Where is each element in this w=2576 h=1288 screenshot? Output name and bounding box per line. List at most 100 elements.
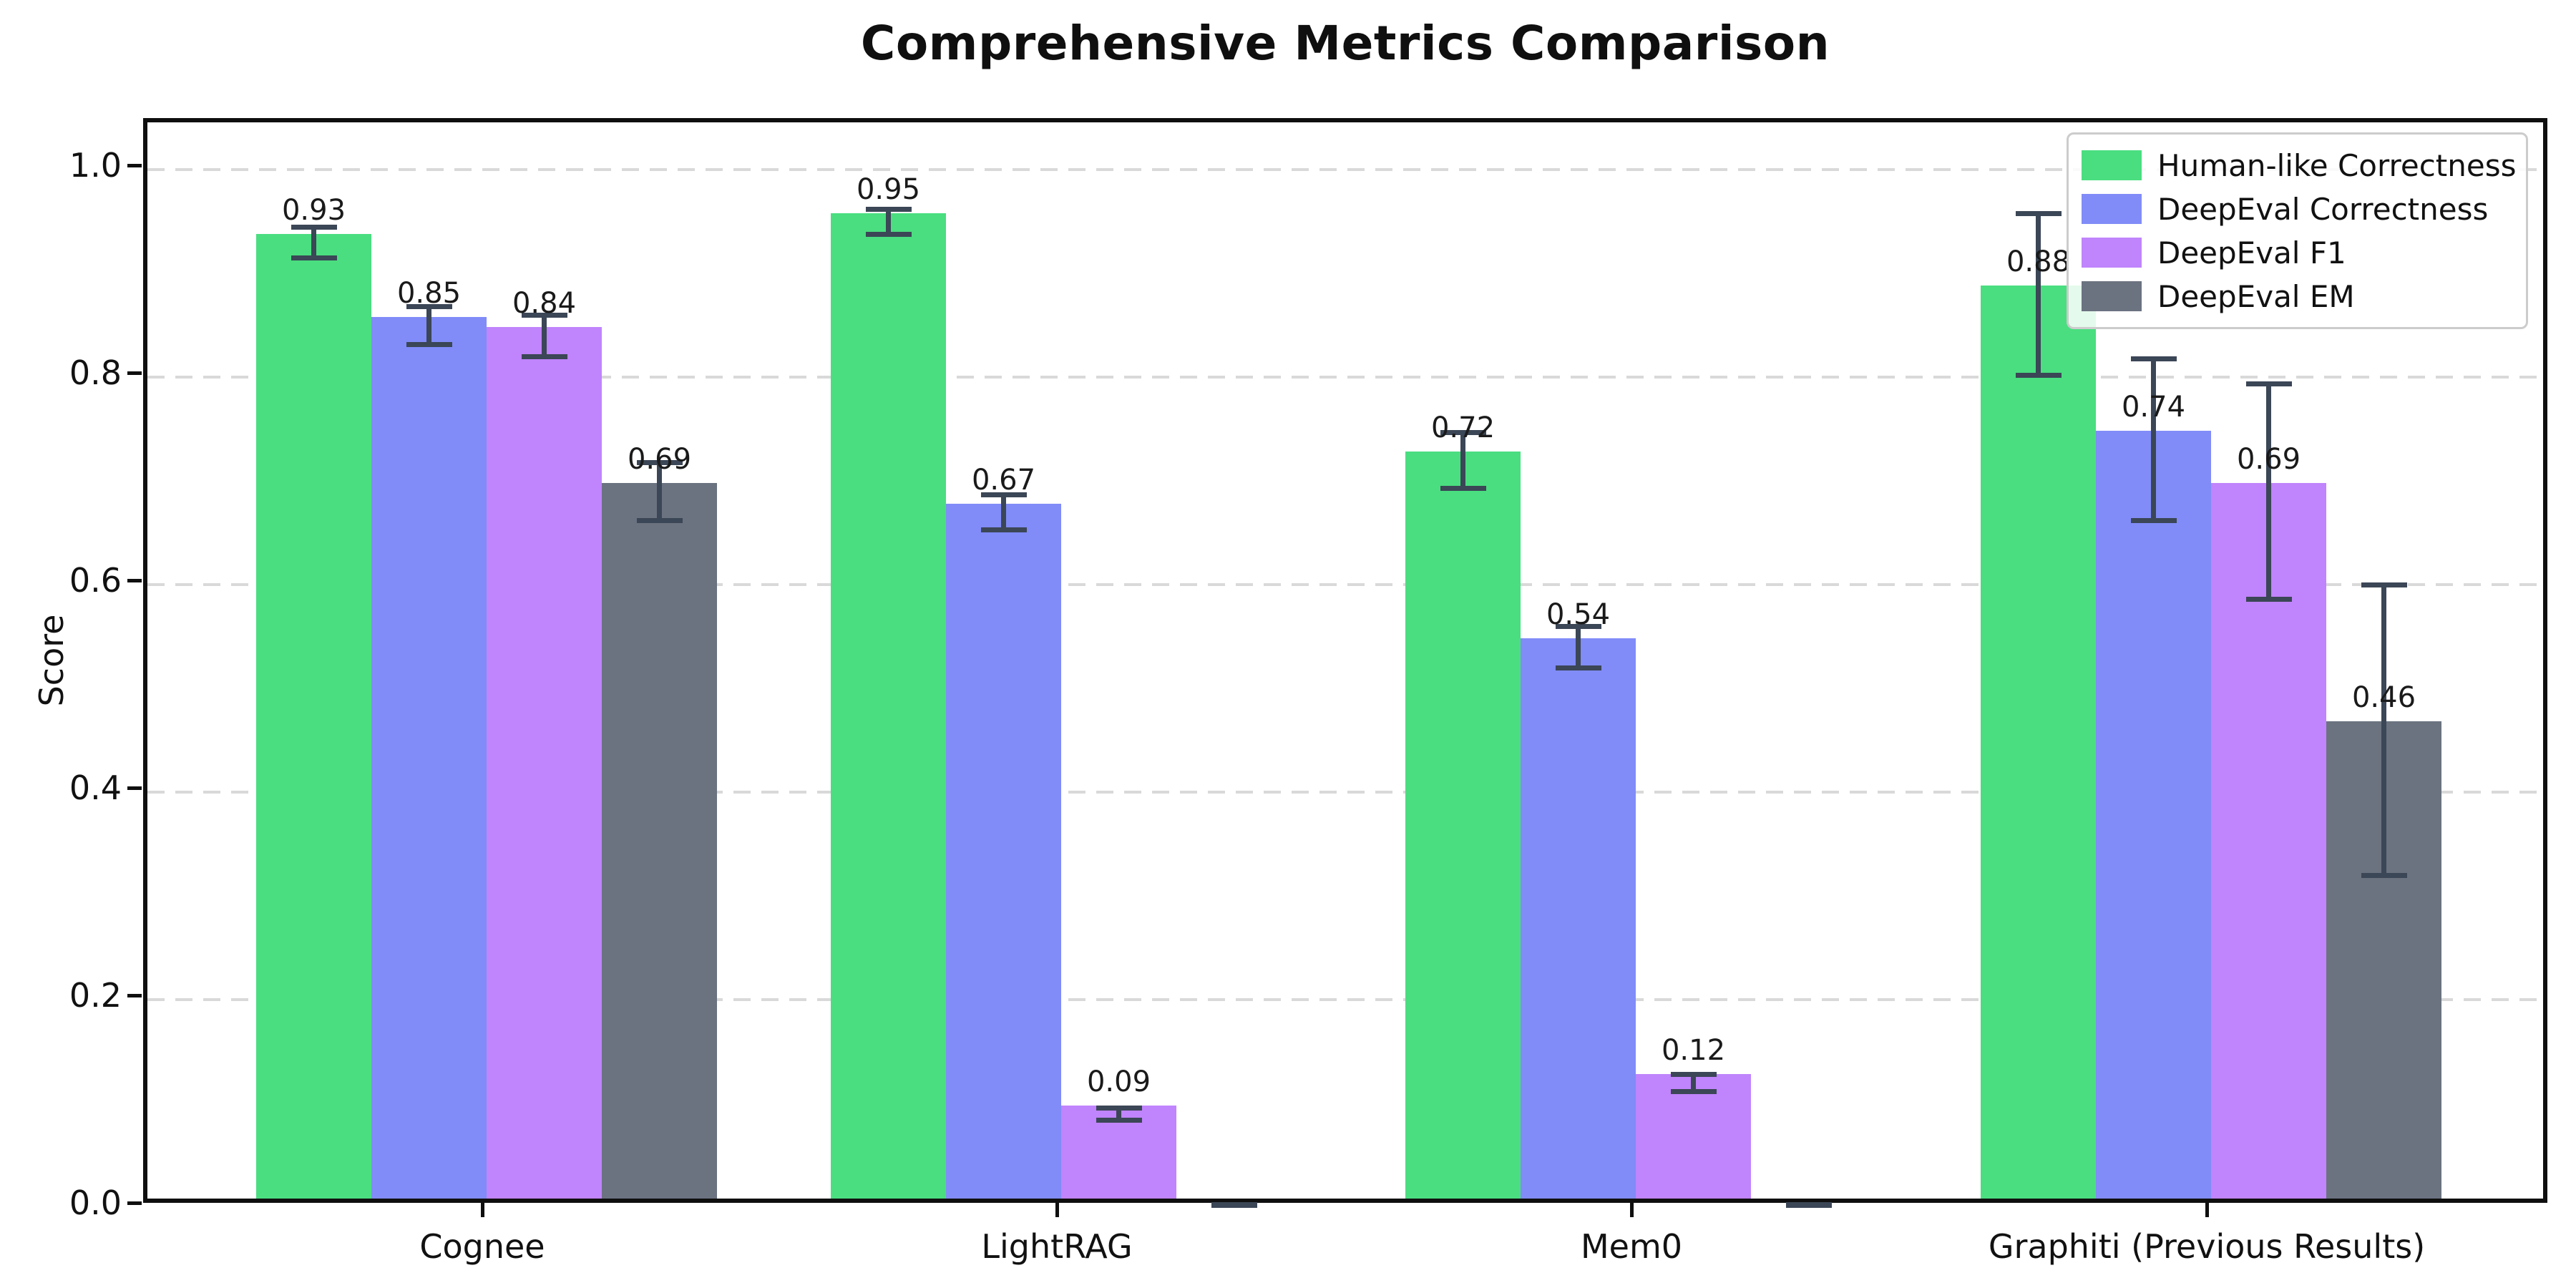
error-bar: [2036, 213, 2041, 376]
grid-line: [147, 791, 2543, 794]
bar-value-label: 0.93: [281, 193, 346, 227]
bar: [487, 327, 602, 1199]
y-axis-label: Score: [32, 614, 71, 707]
x-tick-label: Graphiti (Previous Results): [1988, 1227, 2426, 1266]
x-tick-mark: [481, 1203, 484, 1217]
y-tick-label: 0.4: [69, 769, 122, 807]
legend-swatch: [2082, 150, 2142, 180]
error-bar: [2151, 358, 2156, 521]
x-tick-label: Cognee: [419, 1227, 545, 1266]
x-tick-label: LightRAG: [981, 1227, 1133, 1266]
error-bar-cap-top: [980, 492, 1027, 497]
bar-value-label: 0.46: [2351, 681, 2416, 714]
y-tick-mark: [127, 579, 142, 582]
error-bar-cap-top: [1670, 1072, 1717, 1078]
grid-line: [147, 998, 2543, 1001]
x-tick-mark: [2205, 1203, 2209, 1217]
bar-value-label: 0.72: [1430, 411, 1496, 444]
bar-value-label: 0.67: [971, 463, 1036, 497]
error-bar-cap-bottom: [291, 255, 337, 261]
error-bar-cap-top: [291, 224, 337, 230]
error-bar: [426, 306, 431, 344]
y-tick-mark: [127, 786, 142, 790]
y-tick-mark: [127, 1201, 142, 1205]
error-bar-cap-top: [1096, 1105, 1142, 1111]
error-bar: [657, 462, 662, 521]
bar-value-label: 0.74: [2121, 391, 2186, 424]
error-bar-cap-top: [2245, 381, 2292, 386]
error-bar: [1001, 494, 1006, 530]
y-tick-label: 0.6: [69, 561, 122, 600]
y-tick-label: 0.8: [69, 353, 122, 392]
error-bar-cap-bottom: [1440, 486, 1486, 492]
x-tick-mark: [1630, 1203, 1634, 1217]
bar-value-label: 0.69: [627, 442, 692, 476]
legend: Human-like Correctness DeepEval Correctne…: [2067, 132, 2528, 329]
y-tick-label: 0.0: [69, 1184, 122, 1222]
legend-label: DeepEval F1: [2157, 235, 2346, 270]
error-bar-cap-bottom: [1211, 1202, 1257, 1207]
bar: [1981, 286, 2096, 1199]
error-bar: [542, 315, 547, 356]
error-bar-cap-bottom: [1096, 1118, 1142, 1123]
legend-label: DeepEval EM: [2157, 278, 2355, 314]
bar-value-label: 0.85: [396, 276, 462, 310]
error-bar: [2381, 585, 2386, 875]
bar-value-label: 0.95: [856, 172, 921, 206]
error-bar: [1460, 431, 1465, 489]
y-tick-mark: [127, 164, 142, 167]
bar: [1521, 638, 1636, 1199]
bar: [946, 503, 1061, 1199]
chart-title: Comprehensive Metrics Comparison: [860, 16, 1830, 71]
bar-value-label: 0.84: [512, 287, 577, 320]
bar: [1405, 452, 1521, 1199]
bar: [371, 316, 487, 1199]
bar-value-label: 0.12: [1661, 1034, 1726, 1067]
error-bar-cap-bottom: [636, 518, 683, 524]
bar: [602, 482, 717, 1199]
error-bar: [2266, 383, 2271, 600]
y-tick-label: 1.0: [69, 146, 122, 185]
bar: [831, 213, 946, 1199]
error-bar: [311, 226, 316, 258]
error-bar-cap-bottom: [2130, 518, 2177, 524]
error-bar: [1116, 1107, 1121, 1121]
error-bar-cap-bottom: [406, 341, 452, 347]
bar-value-label: 0.54: [1546, 598, 1611, 631]
error-bar-cap-top: [2015, 210, 2062, 216]
error-bar: [886, 209, 891, 234]
legend-item: DeepEval Correctness: [2082, 190, 2513, 228]
grid-line: [147, 583, 2543, 586]
error-bar-cap-bottom: [1785, 1202, 1832, 1207]
legend-swatch: [2082, 281, 2142, 311]
error-bar-cap-bottom: [980, 527, 1027, 533]
error-bar: [1576, 626, 1581, 668]
grid-line: [147, 168, 2543, 171]
error-bar-cap-bottom: [2245, 597, 2292, 602]
error-bar-cap-bottom: [1670, 1088, 1717, 1094]
error-bar-cap-top: [1555, 624, 1601, 629]
legend-label: Human-like Correctness: [2157, 147, 2517, 183]
legend-swatch: [2082, 238, 2142, 268]
legend-item: Human-like Correctness: [2082, 146, 2517, 185]
error-bar-cap-top: [865, 207, 912, 213]
grid-line: [147, 376, 2543, 379]
bar: [1636, 1074, 1751, 1199]
error-bar-cap-bottom: [521, 354, 567, 359]
error-bar-cap-bottom: [865, 231, 912, 237]
error-bar-cap-bottom: [1555, 665, 1601, 670]
error-bar-cap-top: [636, 459, 683, 465]
legend-item: DeepEval EM: [2082, 277, 2513, 316]
y-tick-mark: [127, 994, 142, 997]
bar-value-label: 0.09: [1086, 1065, 1151, 1098]
bar: [2096, 431, 2211, 1199]
bar-value-label: 0.88: [2006, 245, 2071, 278]
error-bar-cap-top: [521, 313, 567, 318]
error-bar-cap-bottom: [2015, 373, 2062, 379]
x-tick-label: Mem0: [1580, 1227, 1683, 1266]
legend-item: DeepEval F1: [2082, 233, 2513, 272]
error-bar-cap-top: [1440, 429, 1486, 435]
y-tick-label: 0.2: [69, 976, 122, 1015]
error-bar-cap-top: [2361, 582, 2407, 587]
